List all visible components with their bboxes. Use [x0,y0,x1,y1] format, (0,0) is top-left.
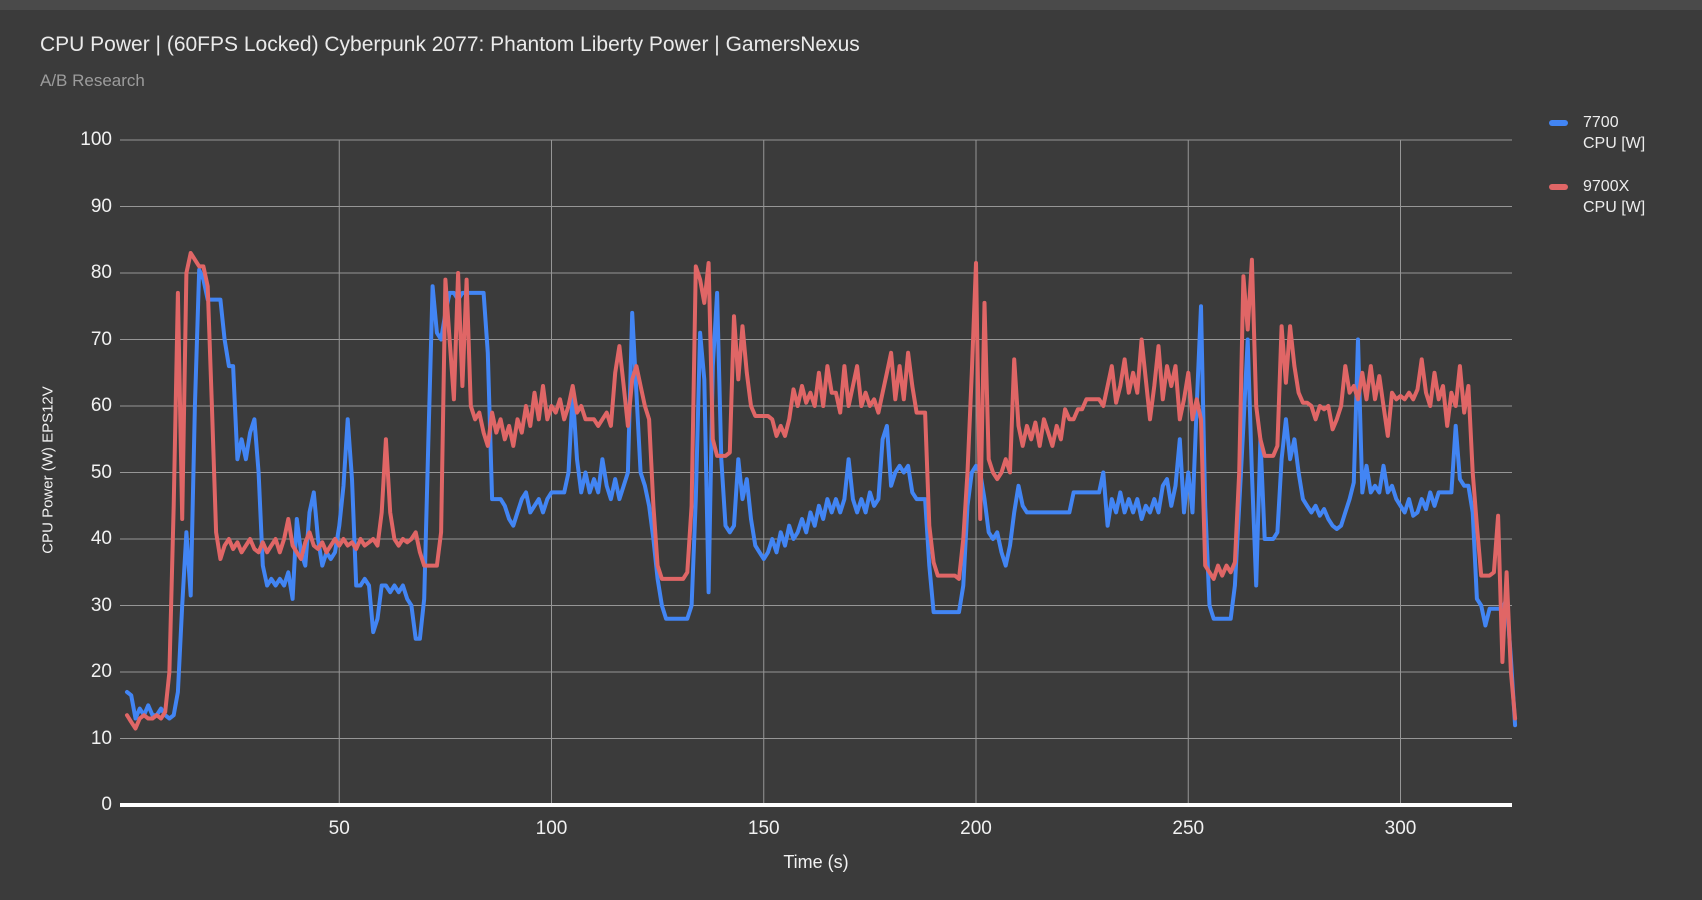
legend-item-7700: 7700 CPU [W] [1549,112,1699,154]
y-tick-label-20: 20 [90,661,112,682]
x-tick-label-250: 250 [1172,818,1205,839]
x-tick-label-300: 300 [1384,818,1417,839]
x-tick-label-100: 100 [535,818,568,839]
legend-swatch-7700 [1549,120,1568,126]
x-tick-label-50: 50 [328,818,350,839]
series-line-9700x [125,251,1518,731]
series-line-7700 [125,267,1518,728]
y-tick-label-10: 10 [90,727,112,749]
y-tick-label-100: 100 [80,129,112,150]
x-tick-label-200: 200 [960,818,992,839]
y-tick-label-40: 40 [90,528,112,549]
legend-item-9700x: 9700X CPU [W] [1549,176,1699,218]
y-tick-label-0: 0 [101,794,112,815]
y-tick-label-50: 50 [90,461,112,483]
y-tick-label-80: 80 [90,262,112,283]
legend-swatch-9700x [1549,184,1568,190]
y-tick-label-60: 60 [90,395,112,416]
chart-title: CPU Power | (60FPS Locked) Cyberpunk 207… [40,33,860,56]
legend-label-7700: 7700 CPU [W] [1583,114,1646,152]
x-tick-label-150: 150 [747,818,780,839]
y-tick-label-90: 90 [90,195,112,217]
x-axis-title: Time (s) [783,852,849,872]
chart-subtitle: A/B Research [40,71,145,90]
y-tick-label-70: 70 [90,328,112,350]
legend: 7700 CPU [W] 9700X CPU [W] [1549,112,1699,240]
legend-label-9700x: 9700X CPU [W] [1583,178,1646,216]
y-tick-label-30: 30 [90,594,112,616]
top-strip [0,0,1702,10]
